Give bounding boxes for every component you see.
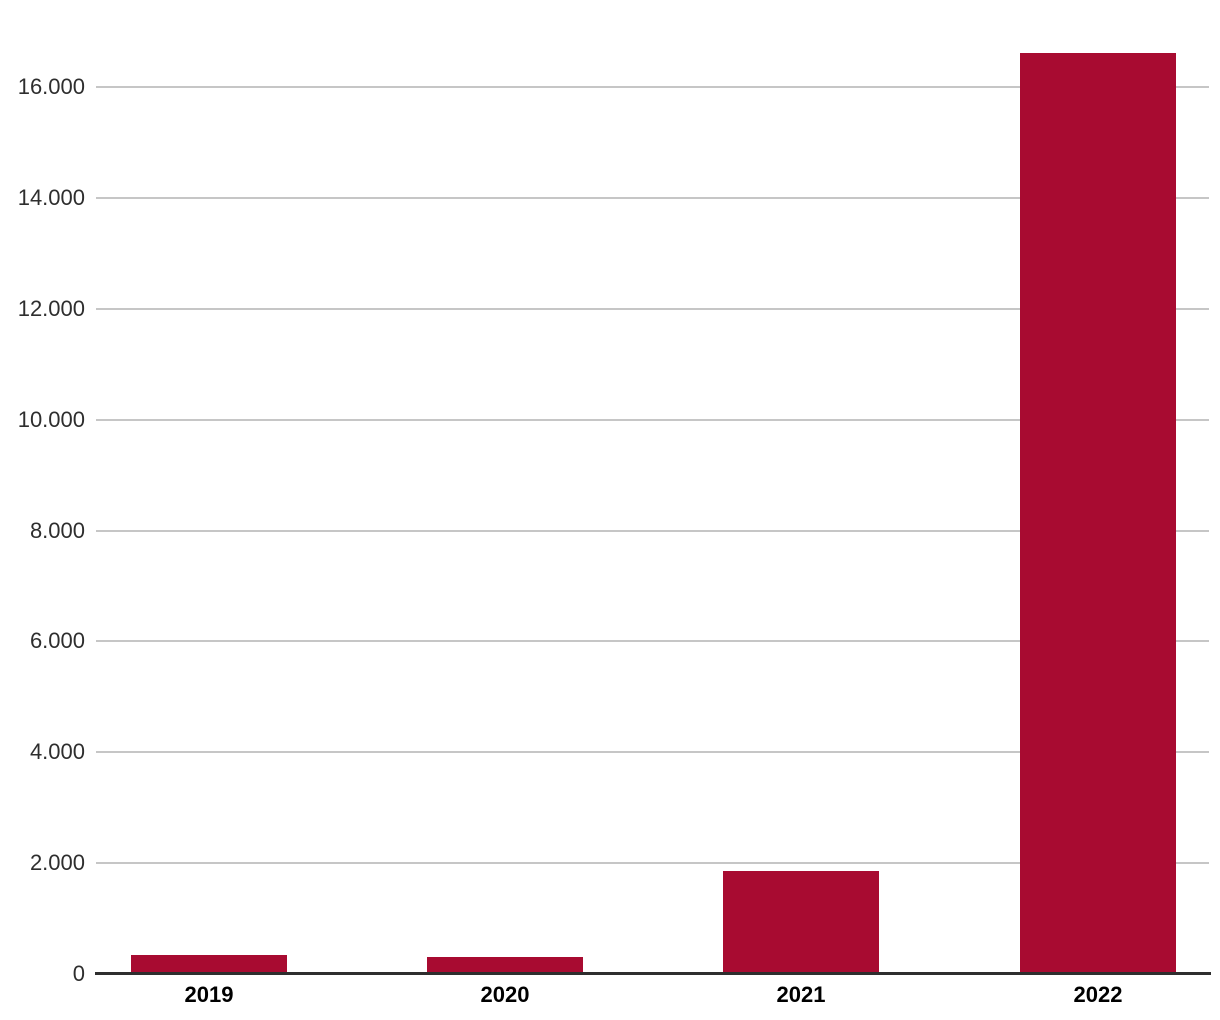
x-tick-label-2019: 2019 [184, 982, 234, 1007]
x-tick-label-2022: 2022 [1073, 982, 1123, 1007]
y-tick-label-16.000: 16.000 [17, 74, 85, 99]
gridline-4.000 [96, 751, 1209, 754]
x-tick-label-2021: 2021 [776, 982, 826, 1007]
bar-2022 [1020, 53, 1176, 974]
gridline-16.000 [96, 86, 1209, 88]
bar-2020 [427, 957, 583, 974]
x-tick-label-2020: 2020 [480, 982, 530, 1007]
bar-2019 [131, 954, 287, 974]
y-tick-label-4.000: 4.000 [29, 739, 85, 765]
y-tick-label-2.000: 2.000 [29, 850, 85, 876]
gridline-6.000 [96, 640, 1209, 643]
y-tick-label-14.000: 14.000 [17, 184, 85, 210]
y-tick-label-8.000: 8.000 [29, 517, 85, 543]
x-axis-line [95, 972, 1211, 975]
gridline-14.000 [96, 196, 1209, 199]
gridline-2.000 [96, 862, 1209, 865]
y-tick-label-10.000: 10.000 [17, 406, 85, 432]
y-tick-label-0: 0 [72, 961, 85, 986]
gridline-12.000 [96, 307, 1209, 310]
bar-2021 [723, 871, 879, 974]
gridline-8.000 [96, 529, 1209, 532]
gridline-10.000 [96, 418, 1209, 421]
y-tick-label-12.000: 12.000 [17, 295, 85, 321]
y-tick-label-6.000: 6.000 [29, 628, 85, 654]
